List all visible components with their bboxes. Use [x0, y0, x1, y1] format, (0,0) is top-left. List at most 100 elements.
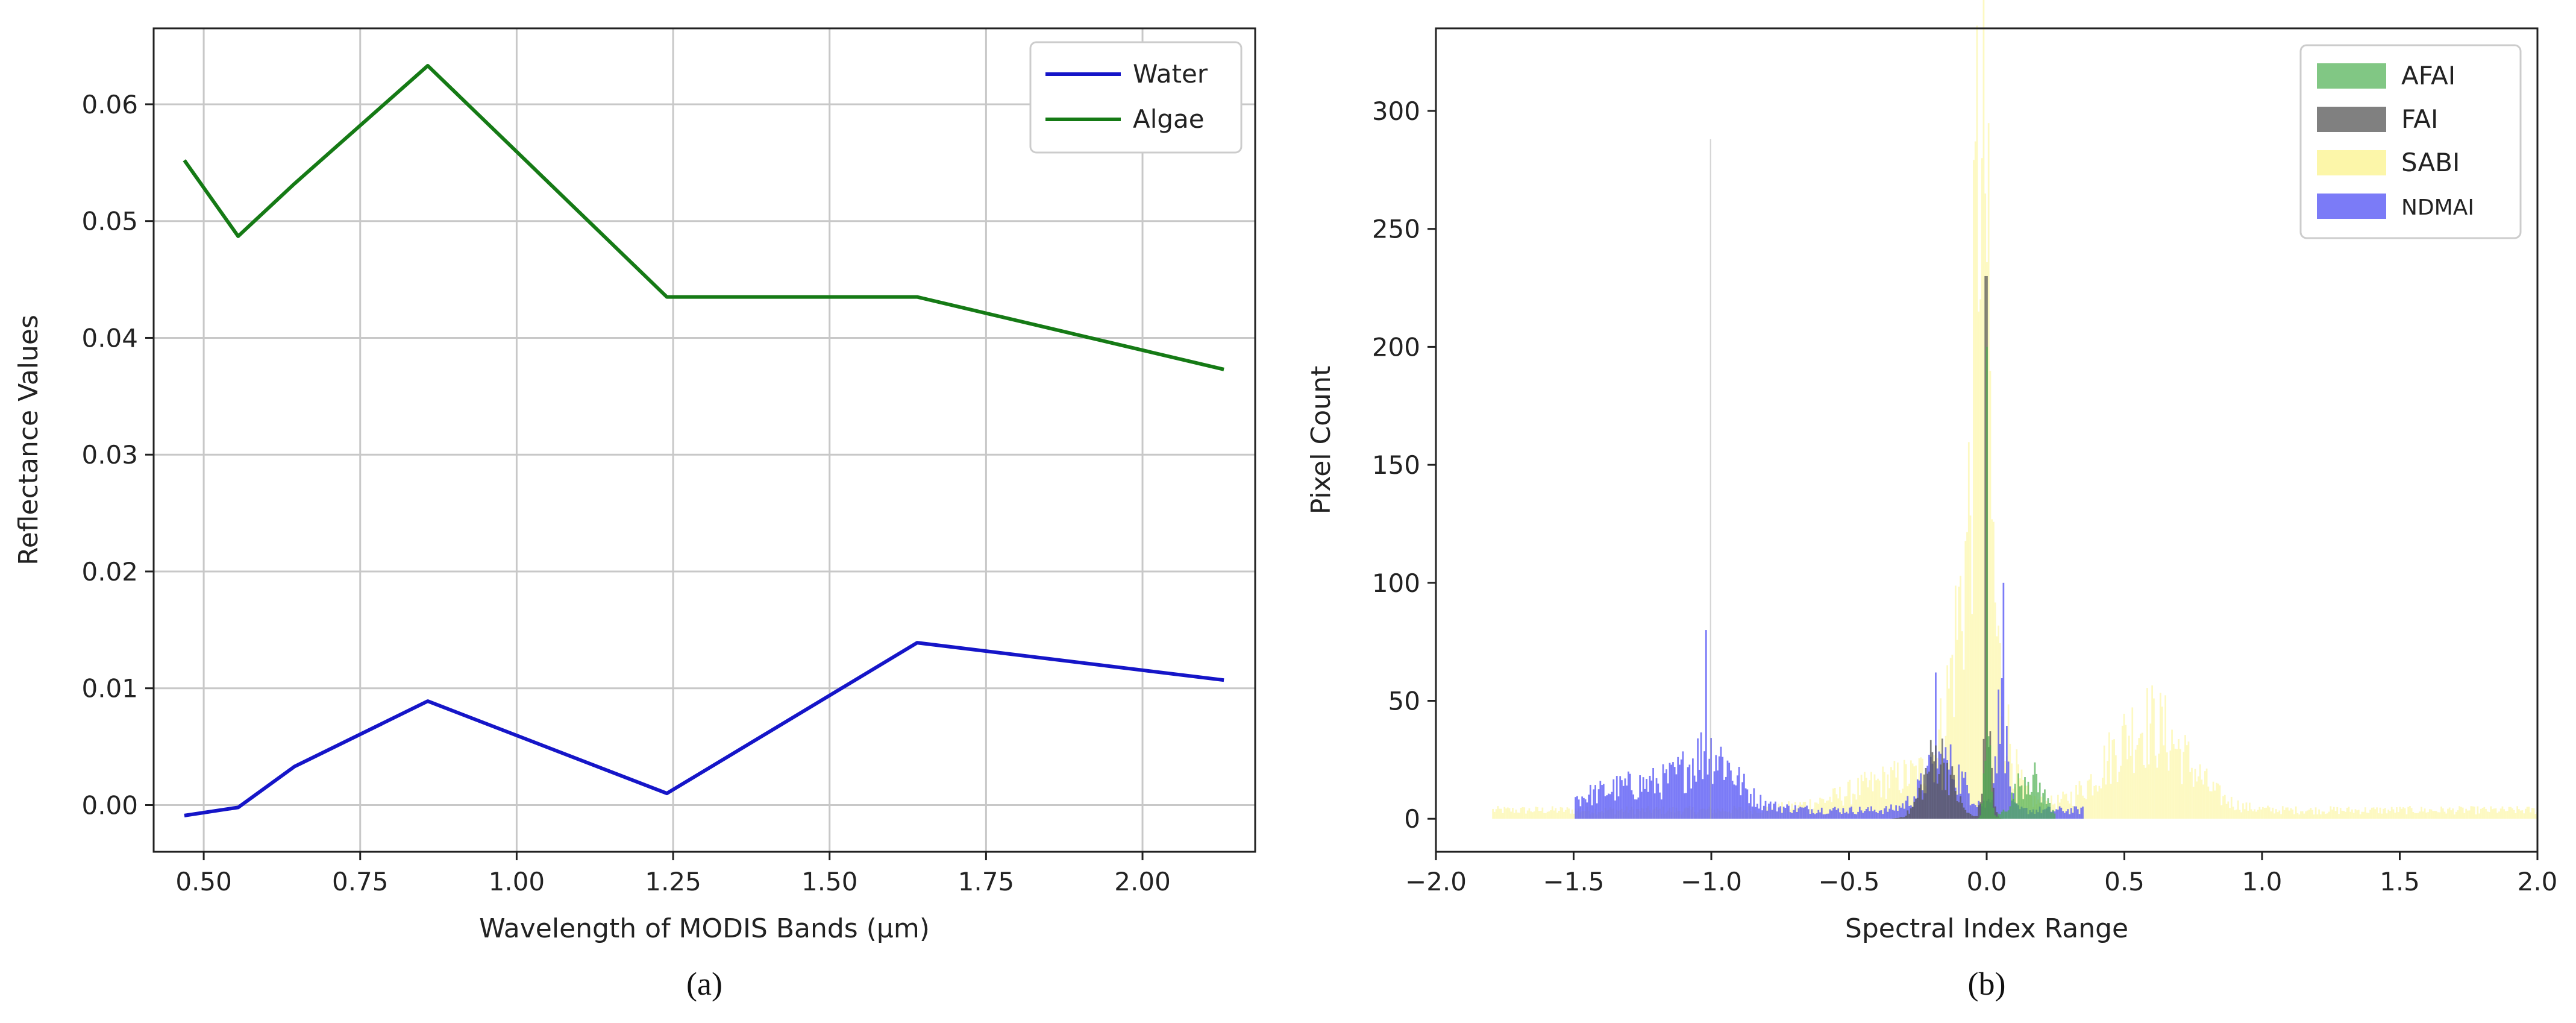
- hist-bar-fai: [1994, 806, 1996, 819]
- hist-bar-sabi: [1548, 811, 1550, 819]
- hist-bar-sabi: [2148, 764, 2150, 819]
- hist-bar-sabi: [1513, 813, 1515, 819]
- hist-bar-ndmai: [1758, 808, 1760, 819]
- hist-bar-ndmai: [2067, 809, 2069, 819]
- hist-bar-sabi: [2467, 810, 2469, 819]
- hist-bar-ndmai: [1617, 796, 1620, 819]
- hist-bar-ndmai: [1971, 804, 1973, 819]
- panel-a-x-ticks: 0.50 0.75 1.00 1.25 1.50 1.75 2.00: [175, 852, 1171, 896]
- hist-bar-sabi: [1857, 778, 1859, 819]
- hist-bar-ndmai: [2070, 808, 2072, 819]
- hist-bar-sabi: [1900, 793, 1902, 819]
- hist-bar-sabi: [2057, 795, 2059, 819]
- panel-b-caption: (b): [1968, 966, 2006, 1002]
- hist-bar-afai: [1996, 816, 1998, 819]
- hist-bar-sabi: [2292, 809, 2294, 819]
- hist-bar-sabi: [1855, 799, 1858, 819]
- hist-bar-sabi: [2222, 796, 2224, 819]
- hist-bar-fai: [1993, 787, 1995, 819]
- hist-bar-fai: [1893, 818, 1896, 819]
- hist-bar-ndmai: [1748, 803, 1750, 819]
- hist-bar-ndmai: [1855, 814, 1858, 819]
- hist-bar-sabi: [1532, 812, 1534, 819]
- hist-bar-sabi: [2089, 779, 2090, 819]
- hist-bar-ndmai: [1835, 810, 1838, 819]
- hist-bar-sabi: [1999, 643, 2001, 819]
- hist-bar-sabi: [2171, 729, 2173, 819]
- hist-bar-sabi: [2054, 804, 2056, 819]
- hist-bar-sabi: [1523, 807, 1526, 819]
- hist-bar-sabi: [2249, 802, 2251, 819]
- hist-bar-ndmai: [1804, 807, 1807, 819]
- hist-bar-ndmai: [1718, 756, 1720, 819]
- hist-bar-sabi: [2374, 809, 2377, 819]
- hist-bar-fai: [1895, 818, 1898, 819]
- hist-bar-sabi: [1540, 811, 1542, 819]
- hist-bar-ndmai: [1708, 758, 1711, 819]
- hist-bar-sabi: [2435, 811, 2437, 819]
- hist-bar-sabi: [2123, 714, 2125, 819]
- hist-bar-sabi: [2432, 811, 2434, 819]
- hist-bar-ndmai: [1820, 807, 1823, 819]
- hist-bar-sabi: [1570, 813, 1572, 819]
- hist-bar-fai: [1900, 817, 1902, 819]
- hist-bar-sabi: [2247, 810, 2249, 819]
- hist-bar-sabi: [2442, 808, 2444, 819]
- hist-bar-ndmai: [1945, 747, 1947, 819]
- hist-bar-ndmai: [1722, 757, 1724, 819]
- hist-bar-sabi: [1515, 809, 1517, 819]
- hist-bar-ndmai: [1666, 769, 1667, 819]
- hist-bar-sabi: [2090, 774, 2092, 819]
- hist-bar-sabi: [1555, 808, 1557, 819]
- legend-fai-swatch: [2317, 107, 2386, 132]
- hist-bar-ndmai: [2002, 582, 2005, 819]
- hist-bar-sabi: [2428, 809, 2431, 819]
- hist-bar-sabi: [1553, 810, 1555, 819]
- hist-bar-sabi: [2153, 698, 2155, 819]
- hist-bar-afai: [1979, 815, 1981, 819]
- hist-bar-sabi: [2483, 807, 2486, 819]
- hist-bar-ndmai: [1731, 781, 1734, 819]
- hist-bar-afai: [2007, 810, 2010, 819]
- hist-bar-sabi: [2167, 770, 2170, 819]
- hist-bar-sabi: [2354, 809, 2357, 819]
- hist-bar-ndmai: [1885, 806, 1887, 819]
- hist-bar-sabi: [2470, 806, 2472, 819]
- hist-bar-sabi: [2176, 749, 2178, 819]
- hist-bar-sabi: [2267, 805, 2269, 819]
- hist-bar-sabi: [2225, 804, 2228, 819]
- hist-bar-sabi: [1946, 665, 1949, 819]
- hist-bar-sabi: [1495, 809, 1497, 819]
- hist-bar-sabi: [1528, 808, 1531, 819]
- hist-bar-afai: [2017, 773, 2019, 819]
- hist-bar-ndmai: [1831, 810, 1833, 819]
- hist-bar-ndmai: [1685, 793, 1687, 819]
- hist-bar-sabi: [2417, 813, 2419, 819]
- hist-bar-ndmai: [1999, 743, 2001, 819]
- hist-bar-ndmai: [1882, 814, 1884, 819]
- hist-bar-sabi: [1979, 299, 1981, 819]
- hist-bar-ndmai: [1723, 779, 1725, 819]
- panel-a-xtick-label: 1.75: [958, 867, 1015, 896]
- hist-bar-sabi: [2151, 685, 2154, 819]
- hist-bar-sabi: [2338, 814, 2340, 819]
- hist-bar-sabi: [2396, 807, 2398, 819]
- panel-b-xtick-label: −1.0: [1681, 867, 1742, 896]
- legend-sabi-swatch: [2317, 150, 2386, 175]
- hist-bar-sabi: [1865, 778, 1867, 819]
- hist-bar-sabi: [2141, 732, 2143, 819]
- hist-bar-sabi: [2314, 807, 2317, 819]
- panel-a-xtick-label: 0.75: [332, 867, 389, 896]
- hist-bar-sabi: [2076, 795, 2079, 819]
- hist-bar-sabi: [2158, 754, 2160, 819]
- hist-bar-sabi: [2462, 807, 2464, 819]
- hist-bar-sabi: [2126, 759, 2128, 819]
- hist-bar-sabi: [2220, 805, 2223, 819]
- hist-bar-fai: [1933, 761, 1935, 819]
- hist-bar-sabi: [2305, 811, 2307, 819]
- hist-bar-ndmai: [1880, 810, 1882, 819]
- hist-bar-ndmai: [1797, 808, 1800, 819]
- hist-bar-sabi: [1556, 812, 1558, 819]
- hist-bar-ndmai: [1753, 788, 1755, 819]
- hist-bar-sabi: [2495, 808, 2497, 819]
